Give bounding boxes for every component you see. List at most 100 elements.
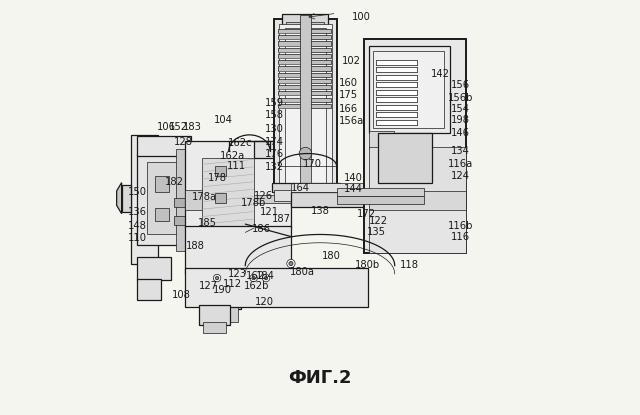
- Bar: [185, 195, 353, 203]
- Text: 140: 140: [344, 173, 363, 183]
- Text: ФИГ.2: ФИГ.2: [288, 369, 352, 388]
- Bar: [136, 136, 191, 156]
- Bar: [278, 66, 303, 71]
- Text: 118: 118: [400, 260, 419, 270]
- Text: 150: 150: [128, 187, 147, 197]
- Bar: [364, 39, 467, 253]
- Bar: [185, 226, 291, 274]
- Text: 111: 111: [227, 161, 246, 171]
- Bar: [286, 22, 324, 29]
- Text: 184: 184: [256, 271, 275, 281]
- Text: 178b: 178b: [241, 198, 266, 208]
- Bar: [369, 210, 467, 253]
- Bar: [307, 66, 331, 71]
- Polygon shape: [122, 185, 131, 212]
- Bar: [136, 257, 171, 280]
- Text: 170: 170: [303, 159, 322, 169]
- Bar: [376, 60, 417, 65]
- Text: 162a: 162a: [220, 151, 246, 161]
- Text: 144: 144: [344, 184, 363, 194]
- Bar: [376, 67, 417, 72]
- Bar: [307, 60, 331, 64]
- Text: 100: 100: [352, 12, 371, 22]
- Text: 106: 106: [157, 122, 176, 132]
- Bar: [155, 176, 170, 192]
- Bar: [378, 133, 432, 183]
- Text: 176: 176: [265, 149, 284, 159]
- Text: 160: 160: [339, 78, 358, 88]
- Text: 110: 110: [128, 233, 147, 243]
- Text: 162b: 162b: [244, 281, 269, 290]
- Text: 152: 152: [168, 122, 188, 132]
- Circle shape: [213, 274, 221, 282]
- Bar: [202, 158, 253, 226]
- Bar: [185, 268, 368, 307]
- Text: 121: 121: [260, 208, 279, 217]
- Bar: [278, 98, 303, 102]
- Text: 116: 116: [451, 232, 470, 242]
- Bar: [272, 183, 339, 192]
- Bar: [376, 75, 417, 80]
- Text: 122: 122: [369, 216, 388, 226]
- Text: 104: 104: [214, 115, 233, 125]
- Text: 180b: 180b: [355, 260, 380, 270]
- Bar: [136, 154, 191, 245]
- Bar: [202, 273, 291, 291]
- Text: 148: 148: [128, 221, 147, 231]
- Bar: [291, 183, 374, 192]
- Text: 134: 134: [451, 146, 470, 156]
- Bar: [275, 190, 337, 201]
- Bar: [307, 29, 331, 33]
- Bar: [376, 97, 417, 102]
- Text: 188: 188: [186, 241, 205, 251]
- Bar: [376, 112, 417, 117]
- Bar: [275, 19, 337, 191]
- Text: 142: 142: [431, 69, 450, 79]
- Bar: [175, 149, 185, 251]
- Text: 128: 128: [173, 137, 193, 147]
- Bar: [136, 279, 161, 300]
- Bar: [369, 46, 450, 133]
- Text: 185: 185: [198, 218, 216, 228]
- Bar: [376, 90, 417, 95]
- Bar: [291, 192, 374, 208]
- Circle shape: [289, 261, 293, 266]
- Bar: [278, 48, 303, 52]
- Text: 183: 183: [183, 122, 202, 132]
- Bar: [369, 147, 467, 193]
- Circle shape: [264, 276, 268, 280]
- Bar: [300, 15, 311, 188]
- Bar: [199, 305, 230, 325]
- Bar: [216, 193, 226, 203]
- Bar: [376, 120, 417, 124]
- Text: 186: 186: [252, 224, 271, 234]
- Bar: [376, 82, 417, 87]
- Bar: [278, 104, 303, 108]
- Text: 159: 159: [265, 98, 284, 108]
- Text: 120: 120: [255, 297, 273, 307]
- Bar: [131, 135, 158, 264]
- Text: 166: 166: [339, 104, 358, 114]
- Text: 180a: 180a: [290, 267, 315, 277]
- Bar: [155, 208, 170, 221]
- Bar: [278, 79, 303, 83]
- Bar: [376, 105, 417, 110]
- Text: 162c: 162c: [228, 138, 253, 148]
- Circle shape: [287, 259, 295, 268]
- Bar: [337, 188, 424, 196]
- Text: 178: 178: [207, 173, 227, 183]
- Bar: [376, 60, 417, 65]
- Text: 135: 135: [367, 227, 385, 237]
- Bar: [216, 166, 226, 176]
- Bar: [216, 289, 241, 309]
- Bar: [307, 54, 331, 58]
- Text: 174: 174: [265, 137, 284, 147]
- Bar: [307, 85, 331, 89]
- Bar: [278, 24, 332, 188]
- Bar: [278, 42, 303, 46]
- Bar: [278, 60, 303, 64]
- Text: 156b: 156b: [447, 93, 473, 103]
- Text: 156a: 156a: [339, 116, 364, 126]
- Text: 156: 156: [451, 80, 470, 90]
- Bar: [220, 307, 238, 322]
